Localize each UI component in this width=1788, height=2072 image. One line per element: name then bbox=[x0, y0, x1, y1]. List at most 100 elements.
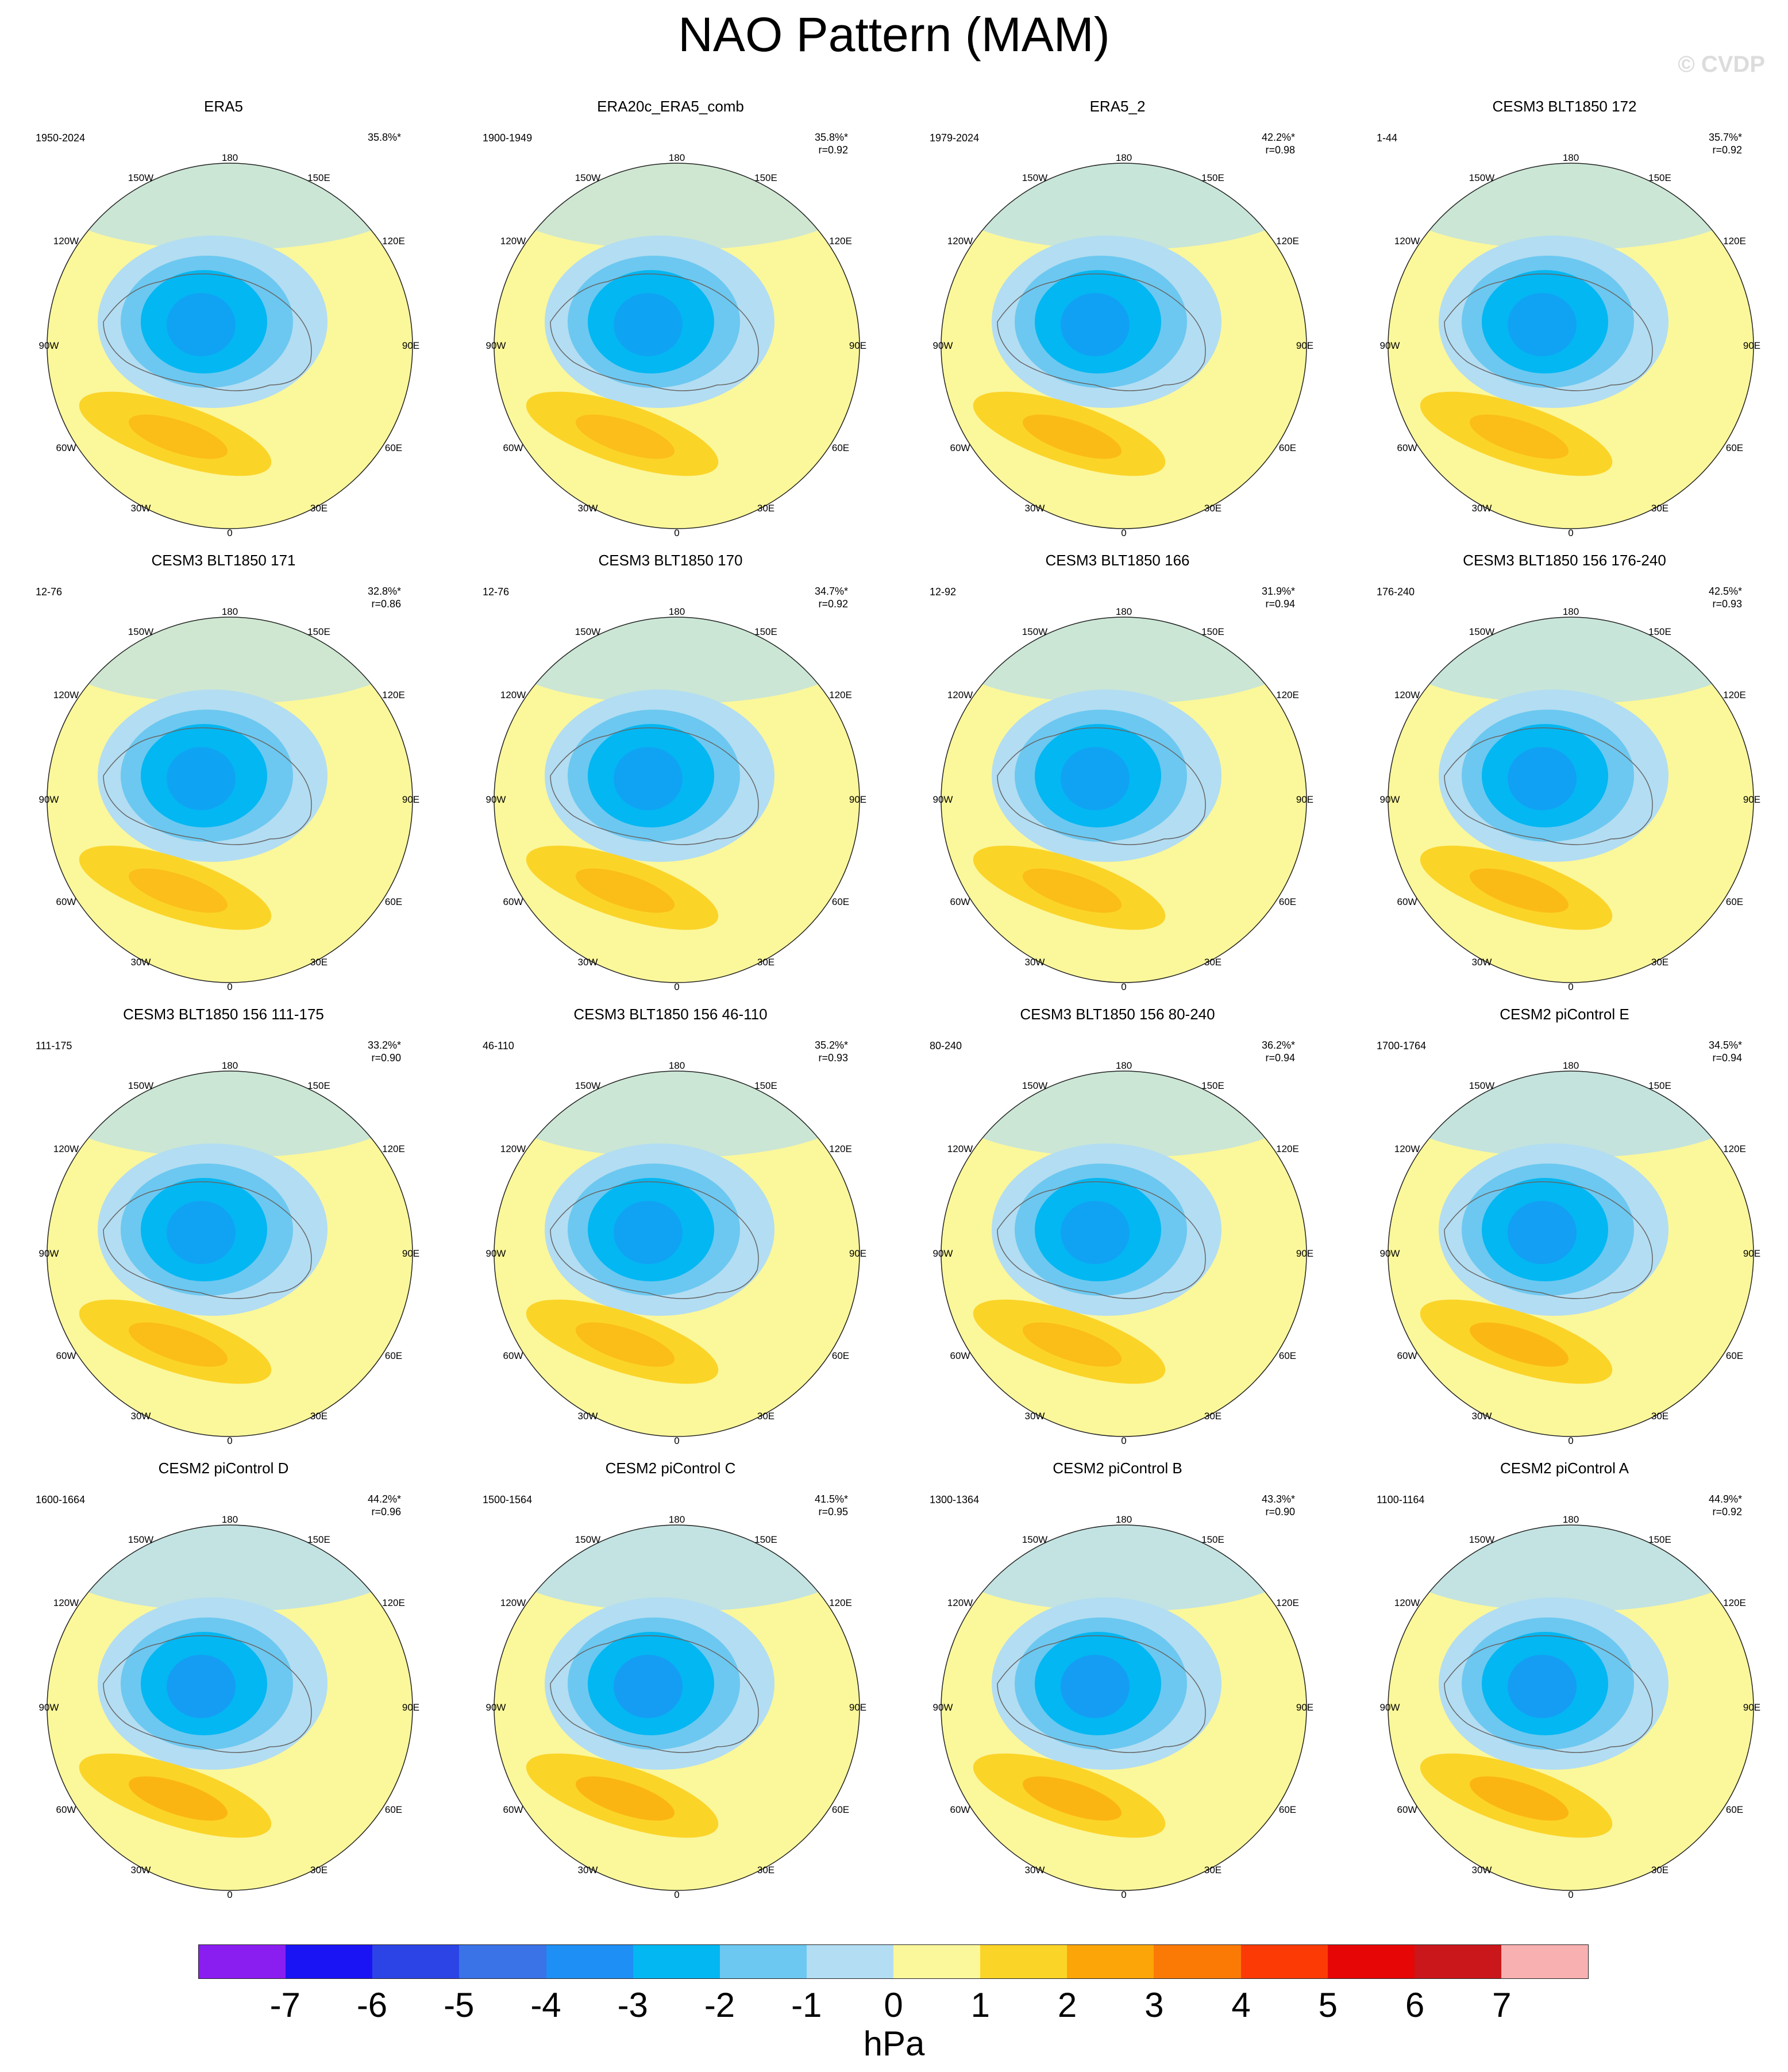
longitude-label: 60E bbox=[1278, 1350, 1297, 1361]
longitude-label: 120W bbox=[500, 236, 526, 247]
variance-explained: 35.2%* bbox=[814, 1039, 848, 1051]
longitude-label: 30W bbox=[130, 957, 151, 968]
longitude-label: 90W bbox=[485, 794, 506, 805]
map-boundary bbox=[1388, 163, 1754, 529]
longitude-label: 150E bbox=[1201, 1534, 1224, 1545]
panel-title: CESM3 BLT1850 156 176-240 bbox=[1463, 552, 1666, 569]
coastline bbox=[103, 727, 312, 845]
longitude-label: 180 bbox=[1562, 606, 1579, 617]
longitude-label: 90E bbox=[1296, 794, 1314, 805]
map-boundary bbox=[47, 617, 413, 983]
longitude-label: 120E bbox=[1276, 1143, 1299, 1154]
variance-explained: 41.5%* bbox=[814, 1493, 848, 1505]
pacific-negative-region bbox=[57, 1525, 402, 1612]
longitude-label: 120E bbox=[1723, 690, 1746, 700]
polar-map: 180 150W 150E 120W 120E 90W 90E 60W 60E 30W 30E 0 bbox=[928, 149, 1319, 552]
longitude-label: 90E bbox=[1743, 1248, 1761, 1259]
longitude-label: 90W bbox=[1379, 1248, 1400, 1259]
panel-stats: 35.8%* r=0.92 bbox=[815, 131, 848, 156]
longitude-label: 0 bbox=[1568, 1435, 1574, 1446]
longitude-label: 30W bbox=[577, 1411, 598, 1422]
variance-explained: 44.2%* bbox=[367, 1493, 401, 1505]
longitude-label: 60W bbox=[950, 896, 970, 907]
variance-explained: 34.7%* bbox=[814, 586, 848, 597]
longitude-label: 0 bbox=[227, 1889, 233, 1900]
longitude-label: 150E bbox=[1201, 172, 1224, 183]
pattern-correlation: r=0.94 bbox=[1265, 1052, 1295, 1064]
polar-map: 180 150W 150E 120W 120E 90W 90E 60W 60E 30W 30E 0 bbox=[34, 1057, 425, 1459]
map-boundary bbox=[1388, 617, 1754, 983]
longitude-label: 30E bbox=[1651, 957, 1669, 968]
longitude-label: 60E bbox=[831, 1350, 850, 1361]
variance-explained: 33.2%* bbox=[367, 1039, 401, 1051]
longitude-label: 90E bbox=[849, 1702, 867, 1713]
polar-map: 180 150W 150E 120W 120E 90W 90E 60W 60E 30W 30E 0 bbox=[1375, 149, 1766, 552]
longitude-label: 30E bbox=[1651, 1865, 1669, 1875]
colorbar-cell bbox=[286, 1945, 373, 1978]
longitude-label: 90E bbox=[402, 1702, 420, 1713]
longitude-label: 150W bbox=[1469, 1080, 1495, 1091]
polar-map-svg bbox=[941, 1524, 1307, 1891]
longitude-label: 150W bbox=[128, 172, 154, 183]
longitude-label: 30E bbox=[310, 1865, 328, 1875]
atlantic-pos-2 bbox=[1469, 1322, 1569, 1367]
polar-map: 180 150W 150E 120W 120E 90W 90E 60W 60E 30W 30E 0 bbox=[34, 603, 425, 1006]
longitude-label: 120E bbox=[1723, 1597, 1746, 1608]
polar-map-svg bbox=[1388, 1524, 1754, 1891]
panel-title: CESM3 BLT1850 156 46-110 bbox=[573, 1006, 768, 1023]
longitude-label: 30E bbox=[1651, 1411, 1669, 1422]
map-panel: CESM2 piControl C 1500-1564 41.5%* r=0.95 18… bbox=[447, 1459, 894, 1913]
longitude-label: 30E bbox=[1204, 1411, 1222, 1422]
longitude-label: 90E bbox=[1296, 1248, 1314, 1259]
map-panel: CESM3 BLT1850 171 12-76 32.8%* r=0.86 180 150… bbox=[0, 552, 447, 1006]
watermark: © CVDP bbox=[1678, 52, 1765, 77]
pacific-negative-region bbox=[504, 617, 849, 704]
longitude-label: 90W bbox=[38, 340, 59, 351]
longitude-label: 60W bbox=[950, 442, 970, 453]
panel-title: CESM3 BLT1850 171 bbox=[151, 552, 296, 569]
colorbar-tick: -6 bbox=[356, 1986, 388, 2024]
arctic-neg-4 bbox=[614, 293, 683, 356]
longitude-label: 150W bbox=[1022, 626, 1048, 637]
colorbar-cell bbox=[1327, 1945, 1415, 1978]
longitude-label: 0 bbox=[227, 1435, 233, 1446]
colorbar-cell bbox=[719, 1945, 807, 1978]
polar-map: 180 150W 150E 120W 120E 90W 90E 60W 60E 30W 30E 0 bbox=[481, 603, 872, 1006]
panel-stats: 35.2%* r=0.93 bbox=[815, 1039, 848, 1064]
arctic-neg-4 bbox=[1508, 293, 1577, 356]
pattern-correlation: r=0.90 bbox=[371, 1052, 401, 1064]
longitude-label: 150E bbox=[1648, 1534, 1671, 1545]
longitude-label: 150W bbox=[128, 1080, 154, 1091]
longitude-label: 90E bbox=[1296, 1702, 1314, 1713]
longitude-label: 180 bbox=[1115, 606, 1132, 617]
longitude-label: 0 bbox=[674, 527, 680, 538]
longitude-label: 30W bbox=[577, 503, 598, 514]
longitude-label: 120W bbox=[53, 1143, 79, 1154]
longitude-label: 120E bbox=[382, 1143, 405, 1154]
longitude-label: 60W bbox=[503, 896, 523, 907]
panel-title: CESM2 piControl C bbox=[605, 1459, 736, 1477]
coastline bbox=[997, 1181, 1206, 1299]
colorbar-cell bbox=[980, 1945, 1068, 1978]
longitude-label: 90E bbox=[1296, 340, 1314, 351]
colorbar-tick: 7 bbox=[1492, 1986, 1512, 2024]
map-boundary bbox=[1388, 1070, 1754, 1437]
colorbar-cell bbox=[806, 1945, 893, 1978]
longitude-label: 60W bbox=[950, 1350, 970, 1361]
polar-map: 180 150W 150E 120W 120E 90W 90E 60W 60E 30W 30E 0 bbox=[1375, 1057, 1766, 1459]
panel-title: CESM2 piControl E bbox=[1500, 1006, 1629, 1023]
variance-explained: 44.9%* bbox=[1708, 1493, 1742, 1505]
panel-years: 1950-2024 bbox=[36, 132, 86, 144]
atlantic-pos-2 bbox=[575, 868, 675, 913]
longitude-label: 150W bbox=[128, 626, 154, 637]
longitude-label: 150W bbox=[1022, 1534, 1048, 1545]
longitude-label: 60E bbox=[831, 442, 850, 453]
longitude-label: 150W bbox=[1469, 626, 1495, 637]
longitude-label: 120W bbox=[947, 690, 973, 700]
panel-years: 1900-1949 bbox=[483, 132, 533, 144]
longitude-label: 90W bbox=[485, 1702, 506, 1713]
coastline bbox=[550, 1181, 759, 1299]
coastline bbox=[103, 1181, 312, 1299]
map-panel: CESM3 BLT1850 156 80-240 80-240 36.2%* r=0.… bbox=[894, 1006, 1341, 1459]
polar-map: 180 150W 150E 120W 120E 90W 90E 60W 60E 30W 30E 0 bbox=[481, 149, 872, 552]
